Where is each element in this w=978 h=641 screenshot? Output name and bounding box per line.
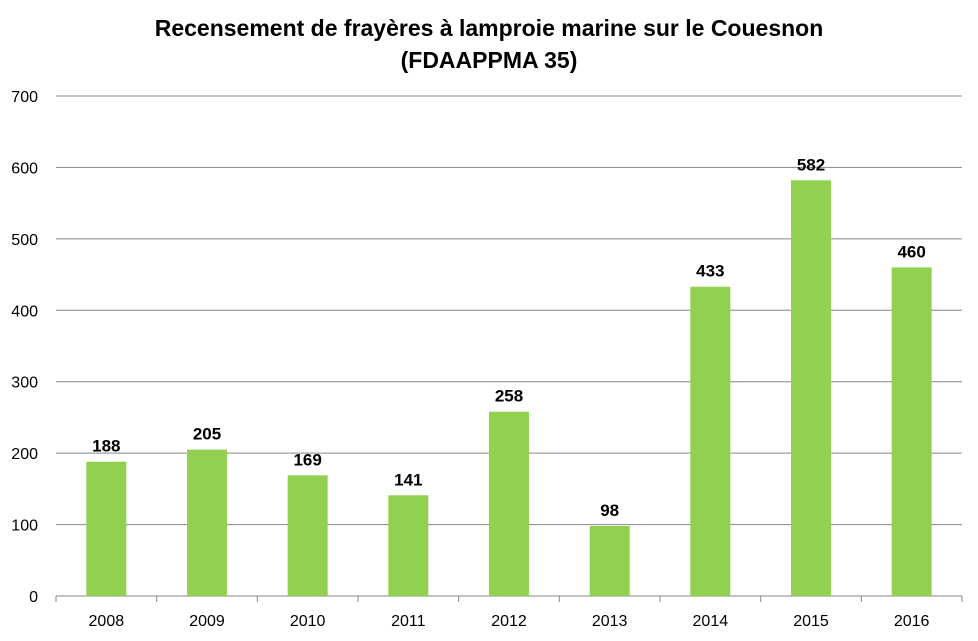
data-label: 205 bbox=[193, 425, 221, 444]
x-tick-label: 2016 bbox=[894, 613, 930, 630]
y-tick-label: 500 bbox=[11, 232, 38, 249]
y-tick-label: 700 bbox=[11, 89, 38, 106]
x-tick-label: 2014 bbox=[693, 613, 729, 630]
y-tick-label: 200 bbox=[11, 446, 38, 463]
data-label: 433 bbox=[696, 262, 724, 281]
data-label: 460 bbox=[897, 242, 925, 261]
bar bbox=[690, 286, 731, 596]
y-tick-label: 300 bbox=[11, 375, 38, 392]
x-tick-label: 2011 bbox=[391, 613, 426, 630]
x-tick-label: 2008 bbox=[89, 613, 125, 630]
y-tick-label: 0 bbox=[29, 589, 38, 606]
bar bbox=[187, 449, 227, 596]
data-label: 141 bbox=[394, 470, 422, 489]
bar bbox=[388, 495, 429, 596]
bar bbox=[589, 526, 630, 596]
x-tick-label: 2015 bbox=[793, 613, 829, 630]
chart-title: Recensement de frayères à lamproie marin… bbox=[154, 15, 824, 41]
bar bbox=[489, 411, 529, 596]
data-label: 169 bbox=[293, 450, 321, 469]
x-tick-label: 2013 bbox=[592, 613, 628, 630]
x-tick-label: 2010 bbox=[290, 613, 326, 630]
data-label: 582 bbox=[797, 155, 825, 174]
x-tick-label: 2009 bbox=[189, 613, 225, 630]
y-tick-label: 100 bbox=[11, 518, 38, 535]
y-tick-label: 400 bbox=[11, 303, 38, 320]
x-tick-label: 2012 bbox=[491, 613, 527, 630]
data-label: 258 bbox=[495, 387, 523, 406]
bar bbox=[86, 461, 127, 596]
bar bbox=[791, 180, 831, 597]
bar bbox=[287, 475, 328, 596]
chart-subtitle: (FDAAPPMA 35) bbox=[400, 47, 578, 73]
data-label: 98 bbox=[600, 501, 619, 520]
y-tick-label: 600 bbox=[11, 160, 38, 177]
data-label: 188 bbox=[92, 437, 120, 456]
bar bbox=[891, 267, 932, 596]
